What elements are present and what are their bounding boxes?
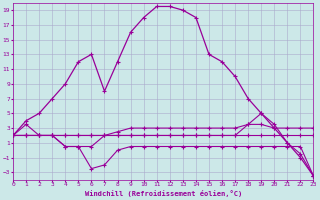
X-axis label: Windchill (Refroidissement éolien,°C): Windchill (Refroidissement éolien,°C) [84,190,242,197]
